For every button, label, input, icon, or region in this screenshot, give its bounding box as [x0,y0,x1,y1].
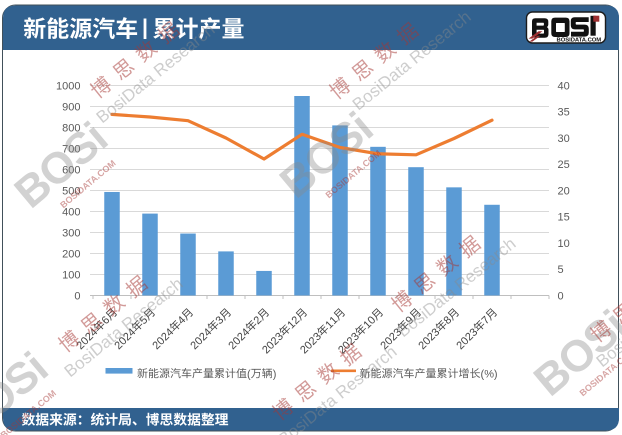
svg-text:0: 0 [558,290,564,302]
svg-text:BOSIDATA.COM: BOSIDATA.COM [557,38,602,44]
svg-text:900: 900 [62,101,80,113]
svg-text:40: 40 [558,80,570,92]
svg-text:500: 500 [62,185,80,197]
svg-text:1000: 1000 [56,80,80,92]
svg-text:100: 100 [62,269,80,281]
svg-text:800: 800 [62,122,80,134]
svg-text:30: 30 [558,133,570,145]
svg-text:10: 10 [558,238,570,250]
svg-text:(: ( [247,368,251,380]
svg-text:300: 300 [62,227,80,239]
svg-text:25: 25 [558,159,570,171]
svg-text:600: 600 [62,164,80,176]
svg-text:%: % [484,368,494,380]
svg-text:(: ( [481,368,485,380]
svg-text:700: 700 [62,143,80,155]
svg-text:15: 15 [558,212,570,224]
svg-text:0: 0 [74,290,80,302]
svg-text:400: 400 [62,206,80,218]
svg-text:5: 5 [558,264,564,276]
svg-text:20: 20 [558,185,570,197]
svg-text:): ) [494,368,498,380]
svg-text:200: 200 [62,248,80,260]
svg-text:35: 35 [558,107,570,119]
svg-text:): ) [273,368,277,380]
